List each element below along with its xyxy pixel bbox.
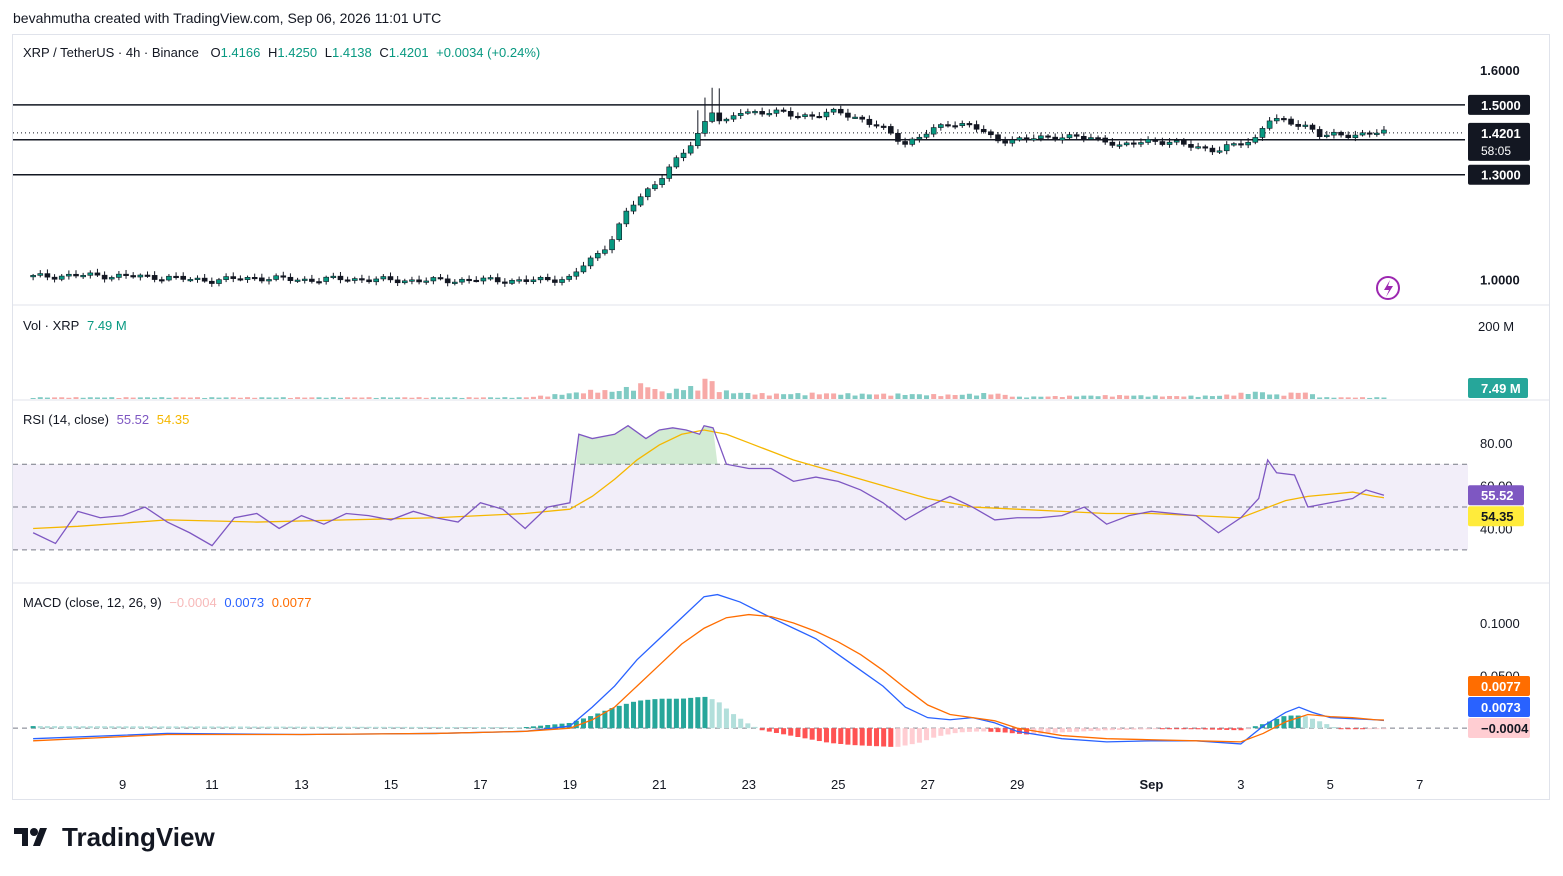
low-label: L (324, 45, 332, 60)
tradingview-wordmark: TradingView (62, 822, 215, 852)
volume-label: Vol · XRP (23, 318, 80, 333)
close-label: C (379, 45, 389, 60)
macd-label: MACD (close, 12, 26, 9) (23, 595, 162, 610)
high-value: 1.4250 (277, 45, 318, 60)
low-value: 1.4138 (332, 45, 372, 60)
high-label: H (267, 45, 278, 60)
open-label: O (210, 45, 221, 60)
tradingview-logo[interactable]: TradingView (14, 822, 215, 853)
macd-legend[interactable]: MACD (close, 12, 26, 9) −0.0004 0.0073 0… (23, 595, 315, 610)
macd-signal-value: 0.0077 (271, 595, 312, 610)
chart-frame (12, 34, 1550, 800)
macd-line-value: 0.0073 (224, 595, 265, 610)
volume-value: 7.49 M (86, 318, 127, 333)
symbol-legend[interactable]: XRP / TetherUS · 4h · Binance O1.4166 H1… (23, 45, 544, 60)
chart-credit: bevahmutha created with TradingView.com,… (13, 10, 442, 26)
rsi-label: RSI (14, close) (23, 412, 109, 427)
rsi-ma-value: 54.35 (156, 412, 190, 427)
volume-legend[interactable]: Vol · XRP 7.49 M (23, 318, 131, 333)
change-value: +0.0034 (+0.24%) (436, 45, 541, 60)
macd-hist-value: −0.0004 (169, 595, 217, 610)
open-value: 1.4166 (220, 45, 261, 60)
close-value: 1.4201 (388, 45, 429, 60)
symbol-label[interactable]: XRP / TetherUS · 4h · Binance (23, 45, 199, 60)
rsi-legend[interactable]: RSI (14, close) 55.52 54.35 (23, 412, 193, 427)
tradingview-logo-icon (14, 827, 47, 846)
rsi-value: 55.52 (116, 412, 150, 427)
